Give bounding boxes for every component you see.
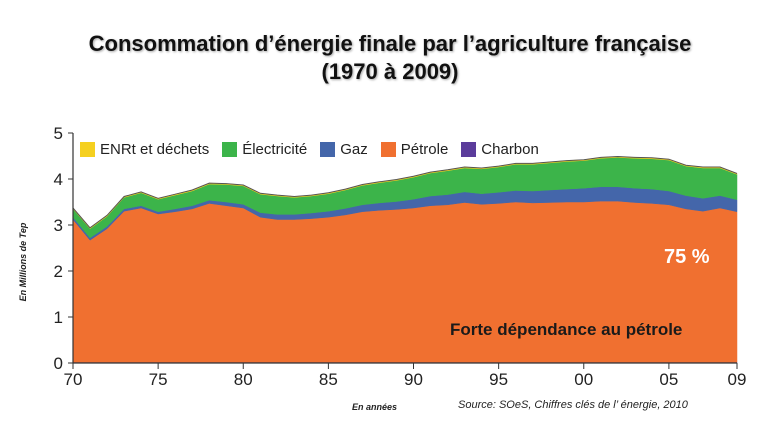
- source-note: Source: SOeS, Chiffres clés de l’ énergi…: [458, 399, 688, 411]
- y-tick-label: 4: [54, 170, 63, 189]
- legend-item: Pétrole: [380, 140, 449, 158]
- y-tick-label: 5: [54, 124, 63, 143]
- legend-swatch: [222, 141, 238, 157]
- annotation-text: Forte dépendance au pétrole: [450, 320, 683, 339]
- chart-title: Consommation d’énergie finale par l’agri…: [0, 30, 780, 86]
- legend-label: Électricité: [242, 140, 308, 158]
- x-tick-label: 75: [149, 370, 168, 389]
- y-tick-label: 0: [54, 354, 63, 373]
- x-tick-label: 09: [728, 370, 747, 389]
- x-tick-label: 95: [489, 370, 508, 389]
- legend-item: Gaz: [320, 141, 368, 158]
- legend-item: Électricité: [222, 141, 307, 158]
- x-tick-label: 05: [659, 370, 678, 389]
- annotation-percentage: 75 %: [664, 246, 710, 268]
- y-tick-label: 1: [54, 308, 63, 327]
- legend-label: ENRt et déchets: [100, 140, 210, 158]
- chart-title-line1: Consommation d’énergie finale par l’agri…: [88, 31, 692, 56]
- legend-item: ENRt et déchets: [80, 141, 209, 158]
- y-tick-label: 3: [54, 216, 63, 235]
- legend-label: Pétrole: [400, 140, 449, 158]
- x-tick-label: 00: [574, 370, 593, 389]
- legend-swatch: [80, 141, 95, 157]
- x-tick-label: 90: [404, 370, 423, 389]
- chart-legend: ENRt et déchets Électricité Gaz Pétrole Char…: [80, 137, 552, 161]
- x-tick-label: 85: [319, 370, 338, 389]
- x-tick-label: 80: [234, 370, 253, 389]
- total-outline: [72, 155, 738, 229]
- y-tick-label: 2: [54, 262, 63, 281]
- legend-swatch: [320, 141, 336, 157]
- legend-label: Charbon: [481, 140, 539, 158]
- chart-title-line2: (1970 à 2009): [321, 59, 459, 84]
- x-tick-label: 70: [64, 370, 83, 389]
- legend-label: Gaz: [340, 140, 368, 158]
- legend-swatch: [461, 141, 477, 157]
- legend-swatch: [380, 141, 396, 157]
- legend-item: Charbon: [461, 141, 539, 158]
- x-axis-label: En années: [352, 402, 398, 412]
- y-axis-label: En Millions de Tep: [18, 222, 28, 302]
